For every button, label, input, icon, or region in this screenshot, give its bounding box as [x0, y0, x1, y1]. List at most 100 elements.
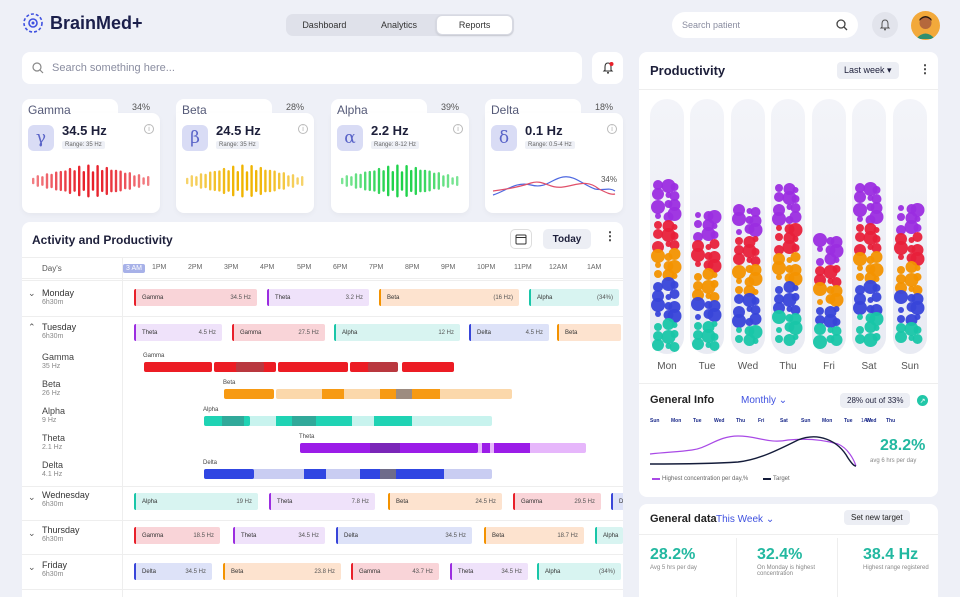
collapse-chevron-icon[interactable]: ⌃: [28, 322, 36, 332]
general-data-period[interactable]: This Week ⌄: [716, 514, 775, 525]
beta-waveform: [186, 164, 304, 198]
productivity-bubble: [651, 298, 665, 312]
waveform-bar: [209, 171, 212, 191]
activity-segment[interactable]: Theta 4.5 Hz: [134, 324, 222, 341]
activity-segment[interactable]: Theta 34.5 Hz: [233, 527, 325, 544]
gi-time-labels: 1AM: [861, 418, 872, 424]
gi-day-labels: Sun Mon Tue Wed Thu Fri Sat Sun Mon Tue …: [650, 418, 896, 424]
activity-segment[interactable]: Delta 4.5 Hz: [469, 324, 549, 341]
productivity-bubble: [652, 339, 664, 351]
beta-band-bar[interactable]: [224, 389, 512, 399]
waveform-bar: [359, 173, 362, 189]
theta-band-bar[interactable]: [300, 443, 586, 453]
search-input[interactable]: Search something here...: [22, 52, 582, 84]
productivity-bubble: [896, 225, 906, 235]
productivity-bubble: [652, 188, 664, 200]
activity-segment[interactable]: Delta 34.5 Hz: [134, 563, 212, 580]
productivity-bubble: [776, 274, 782, 280]
activity-segment[interactable]: Theta 7.8 Hz: [269, 493, 375, 510]
productivity-bubble: [662, 318, 675, 330]
gamma-band-bar[interactable]: [144, 362, 454, 372]
productivity-bubble: [832, 318, 841, 326]
delta-band-bar[interactable]: [204, 469, 492, 479]
expand-chevron-icon[interactable]: ⌄: [28, 288, 36, 298]
activity-segment[interactable]: Theta 3.2 Hz: [267, 289, 369, 306]
arrow-up-icon[interactable]: ↗: [917, 395, 928, 406]
day-name: Friday: [42, 560, 68, 570]
patient-search-input[interactable]: Search patient: [672, 12, 858, 38]
activity-segment[interactable]: Alpha: [595, 527, 623, 544]
alpha-card[interactable]: Alpha 39% α 2.2 Hz Range: 8-12 Hz i: [331, 99, 469, 213]
activity-segment[interactable]: Delta 34.5 Hz: [336, 527, 472, 544]
activity-segment[interactable]: Theta 34.5 Hz: [450, 563, 528, 580]
band-frequency: 26 Hz: [42, 390, 61, 397]
more-options-icon[interactable]: ⋮: [604, 229, 616, 243]
activity-segment[interactable]: Gamma 18.5 Hz: [134, 527, 220, 544]
waveform-bar: [345, 175, 348, 187]
activity-segment[interactable]: Gamma 34.5 Hz: [134, 289, 257, 306]
productivity-bubble: [670, 330, 679, 338]
productivity-bubble: [752, 236, 759, 242]
activity-segment[interactable]: Gamma 29.5 Hz: [513, 493, 601, 510]
activity-segment[interactable]: Alpha (34%): [529, 289, 619, 306]
avatar[interactable]: [911, 11, 940, 40]
waveform-bar: [273, 170, 276, 192]
activity-segment[interactable]: Beta 18.7 Hz: [484, 527, 584, 544]
gamma-card[interactable]: Gamma 34% γ 34.5 Hz Range: 35 Hz i: [22, 99, 160, 213]
activity-segment[interactable]: Alpha (34%): [537, 563, 621, 580]
productivity-bubble: [734, 245, 744, 255]
wave-range: Range: 0.5-4 Hz: [525, 141, 575, 149]
waveform-bar: [96, 165, 99, 197]
search-icon[interactable]: [836, 19, 848, 31]
activity-segment[interactable]: Gamma 27.5 Hz: [232, 324, 325, 341]
beta-card[interactable]: Beta 28% β 24.5 Hz Range: 35 Hz i: [176, 99, 314, 213]
info-icon[interactable]: i: [607, 124, 617, 134]
productivity-bubble: [831, 277, 842, 287]
time-label: 9PM: [441, 264, 456, 271]
activity-segment[interactable]: Beta 23.8 Hz: [223, 563, 341, 580]
productivity-bubble: [670, 232, 679, 240]
expand-chevron-icon[interactable]: ⌄: [28, 492, 36, 502]
alpha-band-bar[interactable]: [204, 416, 492, 426]
productivity-bubble: [816, 307, 824, 315]
info-icon[interactable]: i: [144, 124, 154, 134]
activity-segment[interactable]: Beta: [557, 324, 621, 341]
tab-dashboard[interactable]: Dashboard: [302, 20, 347, 30]
alerts-button[interactable]: [592, 52, 623, 84]
set-target-button[interactable]: Set new target: [844, 510, 910, 525]
productivity-bubble: [873, 325, 880, 331]
info-icon[interactable]: i: [298, 124, 308, 134]
activity-segment[interactable]: Alpha 19 Hz: [134, 493, 258, 510]
activity-segment[interactable]: De: [611, 493, 623, 510]
period-dropdown[interactable]: Last week ▾: [837, 62, 899, 79]
band-frequency: 4.1 Hz: [42, 471, 63, 478]
wave-range: Range: 8-12 Hz: [371, 141, 420, 149]
productivity-bubble: [671, 322, 678, 328]
general-info-period[interactable]: Monthly ⌄: [741, 395, 788, 406]
calendar-button[interactable]: [510, 229, 532, 249]
expand-chevron-icon[interactable]: ⌄: [28, 528, 36, 538]
productivity-bubble: [736, 278, 742, 284]
more-options-icon[interactable]: ⋮: [919, 62, 931, 76]
activity-segment[interactable]: Alpha 12 Hz: [334, 324, 460, 341]
productivity-bubble: [655, 262, 661, 268]
wave-name: Beta: [182, 103, 207, 117]
delta-card[interactable]: Delta 18% δ 0.1 Hz Range: 0.5-4 Hz i 34%: [485, 99, 623, 213]
productivity-bubble: [783, 281, 796, 293]
activity-segment[interactable]: Beta (16 Hz): [379, 289, 519, 306]
productivity-bubble: [732, 212, 746, 226]
today-button[interactable]: Today: [543, 229, 591, 249]
tab-analytics[interactable]: Analytics: [381, 20, 418, 30]
brand[interactable]: BrainMed+: [22, 12, 143, 34]
activity-segment[interactable]: Gamma 43.7 Hz: [351, 563, 439, 580]
productivity-bubble: [869, 210, 884, 224]
tab-reports[interactable]: Reports: [436, 15, 514, 35]
legend-target: Target: [773, 476, 790, 482]
productivity-bubble: [871, 243, 882, 253]
activity-segment[interactable]: Beta 24.5 Hz: [388, 493, 502, 510]
notifications-button[interactable]: [872, 12, 898, 38]
info-icon[interactable]: i: [453, 124, 463, 134]
search-placeholder: Search something here...: [52, 62, 175, 74]
waveform-bar: [446, 174, 450, 188]
expand-chevron-icon[interactable]: ⌄: [28, 562, 36, 572]
